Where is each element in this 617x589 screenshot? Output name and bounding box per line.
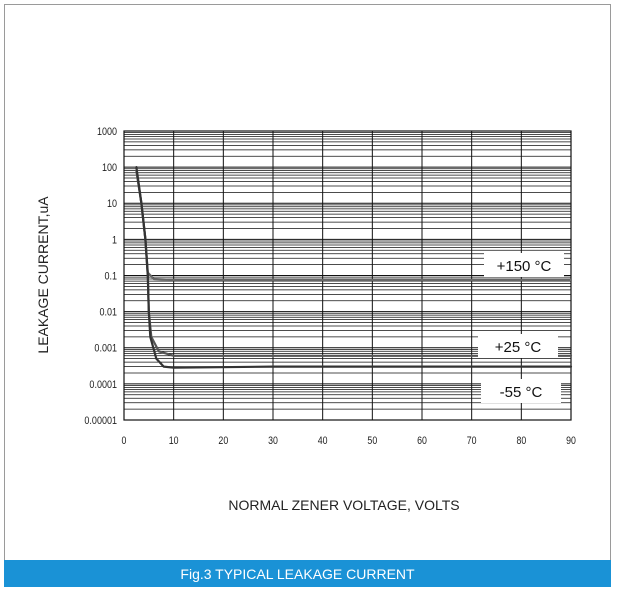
x-tick-label: 70 — [467, 435, 477, 447]
y-tick-label: 0.00001 — [84, 415, 117, 427]
plot-border — [123, 130, 572, 421]
y-axis-label: LEAKAGE CURRENT,uA — [35, 196, 51, 354]
y-tick-label: 0.1 — [104, 271, 117, 283]
y-tick-label: 0.0001 — [89, 379, 117, 391]
x-axis-label: NORMAL ZENER VOLTAGE, VOLTS — [228, 497, 459, 513]
x-tick-label: 10 — [169, 435, 179, 447]
series-label: +150 °C — [497, 258, 552, 275]
y-tick-label: 100 — [102, 162, 117, 174]
x-tick-label: 60 — [417, 435, 427, 447]
series-label: -55 °C — [500, 384, 543, 401]
y-tick-label: 0.01 — [99, 307, 117, 319]
series-group — [135, 166, 573, 369]
x-tick-label: 20 — [218, 435, 228, 447]
tick-labels: 0 10 20 30 40 50 60 70 80 90 1000 100 10 1 0.1 0.01 0.00… — [84, 126, 576, 447]
x-tick-label: 80 — [516, 435, 526, 447]
x-tick-label: 0 — [122, 435, 127, 447]
series-label-box — [478, 334, 558, 358]
series-label: +25 °C — [495, 339, 542, 356]
y-tick-label: 1000 — [97, 126, 117, 138]
caption-bar: Fig.3 TYPICAL LEAKAGE CURRENT — [4, 560, 611, 587]
figure-caption: Fig.3 TYPICAL LEAKAGE CURRENT — [180, 565, 415, 582]
series-label-box — [484, 253, 564, 277]
x-tick-label: 50 — [367, 435, 377, 447]
y-tick-label: 0.001 — [94, 343, 117, 355]
y-tick-label: 1 — [112, 235, 117, 247]
x-tick-label: 40 — [318, 435, 328, 447]
x-tick-label: 90 — [566, 435, 576, 447]
y-tick-label: 10 — [107, 199, 117, 211]
series-line — [135, 166, 573, 369]
x-tick-label: 30 — [268, 435, 278, 447]
series-labels: +150 °C +25 °C -55 °C — [478, 253, 564, 403]
series-label-box — [481, 379, 561, 403]
